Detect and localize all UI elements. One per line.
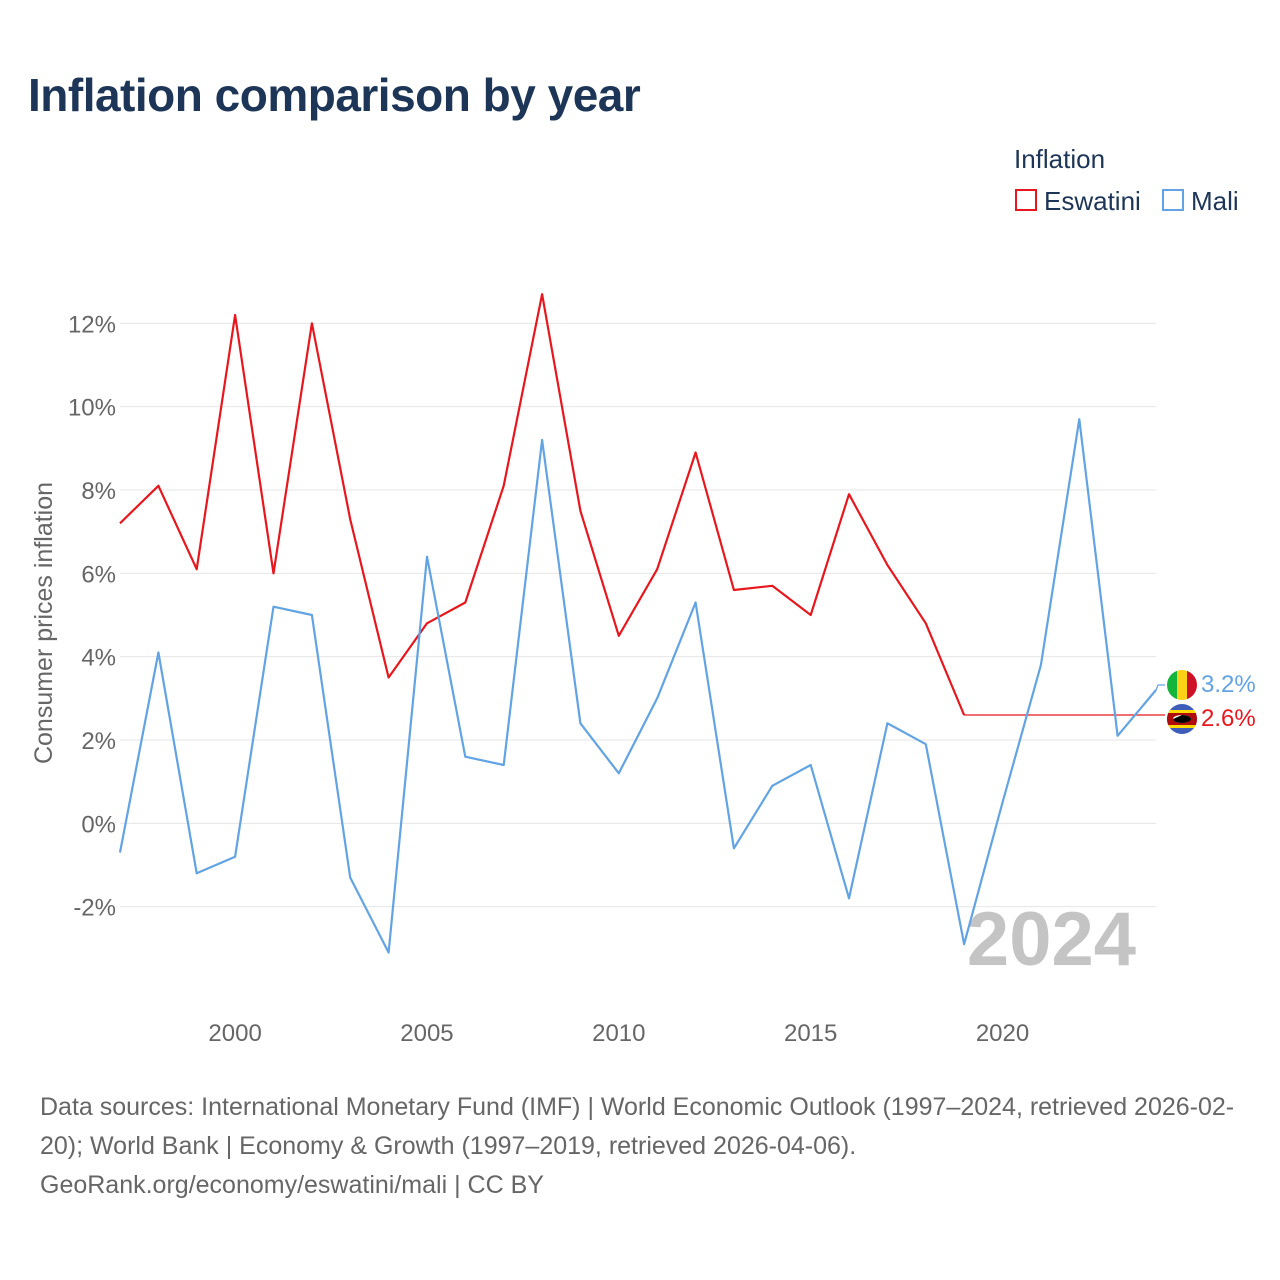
data-point-eswatini[interactable]: [387, 676, 391, 680]
y-tick-label: 4%: [81, 645, 116, 672]
data-point-eswatini[interactable]: [233, 313, 237, 317]
series-lines: [118, 292, 1165, 955]
legend-label-mali[interactable]: Mali: [1191, 186, 1239, 216]
end-labels: 3.2% 2.6%: [1155, 671, 1256, 732]
data-point-eswatini[interactable]: [156, 484, 160, 488]
x-tick-label: 2020: [976, 1020, 1029, 1047]
mali-flag-icon: [1167, 670, 1197, 700]
y-tick-label: 12%: [68, 311, 116, 338]
line-chart: -2% 0% 2% 4% 6% 8% 10% 12% 2000 2005 2010 2015 2020…: [30, 292, 1256, 1047]
y-axis-label: Consumer prices inflation: [30, 482, 58, 764]
data-point-eswatini[interactable]: [770, 584, 774, 588]
data-point-eswatini[interactable]: [118, 521, 122, 525]
data-sources: Data sources: International Monetary Fun…: [40, 1088, 1250, 1205]
x-tick-label: 2010: [592, 1020, 645, 1047]
data-point-mali[interactable]: [962, 942, 966, 946]
current-year-watermark: 2024: [967, 897, 1136, 982]
y-tick-label: 6%: [81, 561, 116, 588]
data-point-eswatini[interactable]: [885, 563, 889, 567]
data-point-mali[interactable]: [502, 763, 506, 767]
data-point-eswatini[interactable]: [463, 601, 467, 605]
data-point-mali[interactable]: [233, 855, 237, 859]
sources-text: Data sources: International Monetary Fun…: [40, 1093, 1235, 1160]
data-point-mali[interactable]: [847, 896, 851, 900]
data-point-mali[interactable]: [387, 951, 391, 955]
data-point-mali[interactable]: [1039, 663, 1043, 667]
legend-title: Inflation: [1014, 144, 1106, 174]
data-point-mali[interactable]: [578, 721, 582, 725]
x-tick-labels: 2000 2005 2010 2015 2020: [208, 1020, 1029, 1047]
data-point-eswatini[interactable]: [540, 292, 544, 296]
data-point-eswatini[interactable]: [809, 613, 813, 617]
y-tick-label: 0%: [81, 811, 116, 838]
x-tick-label: 2005: [400, 1020, 453, 1047]
data-point-mali[interactable]: [770, 784, 774, 788]
end-label-eswatini: 2.6%: [1201, 705, 1256, 732]
data-point-mali[interactable]: [1116, 734, 1120, 738]
data-point-eswatini[interactable]: [578, 509, 582, 513]
grid-lines: [120, 322, 1156, 908]
x-tick-label: 2000: [208, 1020, 261, 1047]
end-label-leader-mali: [1155, 684, 1165, 691]
y-tick-label: 10%: [68, 395, 116, 422]
data-point-mali[interactable]: [809, 763, 813, 767]
data-point-eswatini[interactable]: [195, 567, 199, 571]
data-point-eswatini[interactable]: [694, 451, 698, 455]
x-tick-label: 2015: [784, 1020, 837, 1047]
data-point-eswatini[interactable]: [425, 621, 429, 625]
legend-swatch-eswatini[interactable]: [1015, 189, 1037, 211]
data-point-mali[interactable]: [463, 755, 467, 759]
data-point-mali[interactable]: [694, 601, 698, 605]
data-point-mali[interactable]: [425, 555, 429, 559]
data-point-mali[interactable]: [885, 721, 889, 725]
data-point-eswatini[interactable]: [732, 588, 736, 592]
chart-title: Inflation comparison by year: [28, 69, 641, 121]
legend-label-eswatini[interactable]: Eswatini: [1044, 186, 1141, 216]
data-point-mali[interactable]: [732, 846, 736, 850]
eswatini-flag-icon: [1167, 704, 1197, 734]
data-point-mali[interactable]: [310, 613, 314, 617]
data-point-mali[interactable]: [655, 696, 659, 700]
data-point-eswatini[interactable]: [924, 621, 928, 625]
data-point-eswatini[interactable]: [655, 567, 659, 571]
y-tick-label: 8%: [81, 478, 116, 505]
data-point-eswatini[interactable]: [502, 484, 506, 488]
end-label-mali: 3.2%: [1201, 671, 1256, 698]
data-point-mali[interactable]: [617, 771, 621, 775]
data-point-mali[interactable]: [1077, 417, 1081, 421]
data-point-eswatini[interactable]: [348, 517, 352, 521]
y-tick-label: -2%: [73, 895, 116, 922]
y-tick-labels: -2% 0% 2% 4% 6% 8% 10% 12%: [68, 311, 116, 921]
data-point-mali[interactable]: [924, 742, 928, 746]
data-point-mali[interactable]: [1001, 801, 1005, 805]
legend-swatch-mali[interactable]: [1162, 189, 1184, 211]
data-point-eswatini[interactable]: [271, 571, 275, 575]
data-point-mali[interactable]: [118, 851, 122, 855]
data-point-eswatini[interactable]: [617, 634, 621, 638]
data-point-mali[interactable]: [348, 876, 352, 880]
data-point-mali[interactable]: [540, 438, 544, 442]
series-line-mali[interactable]: [118, 418, 1157, 954]
data-point-mali[interactable]: [271, 605, 275, 609]
data-point-mali[interactable]: [195, 871, 199, 875]
data-point-eswatini[interactable]: [847, 492, 851, 496]
sources-attribution[interactable]: GeoRank.org/economy/eswatini/mali | CC B…: [40, 1171, 544, 1199]
data-point-mali[interactable]: [156, 651, 160, 655]
y-tick-label: 2%: [81, 728, 116, 755]
data-point-eswatini[interactable]: [310, 321, 314, 325]
series-line-eswatini[interactable]: [119, 293, 966, 716]
